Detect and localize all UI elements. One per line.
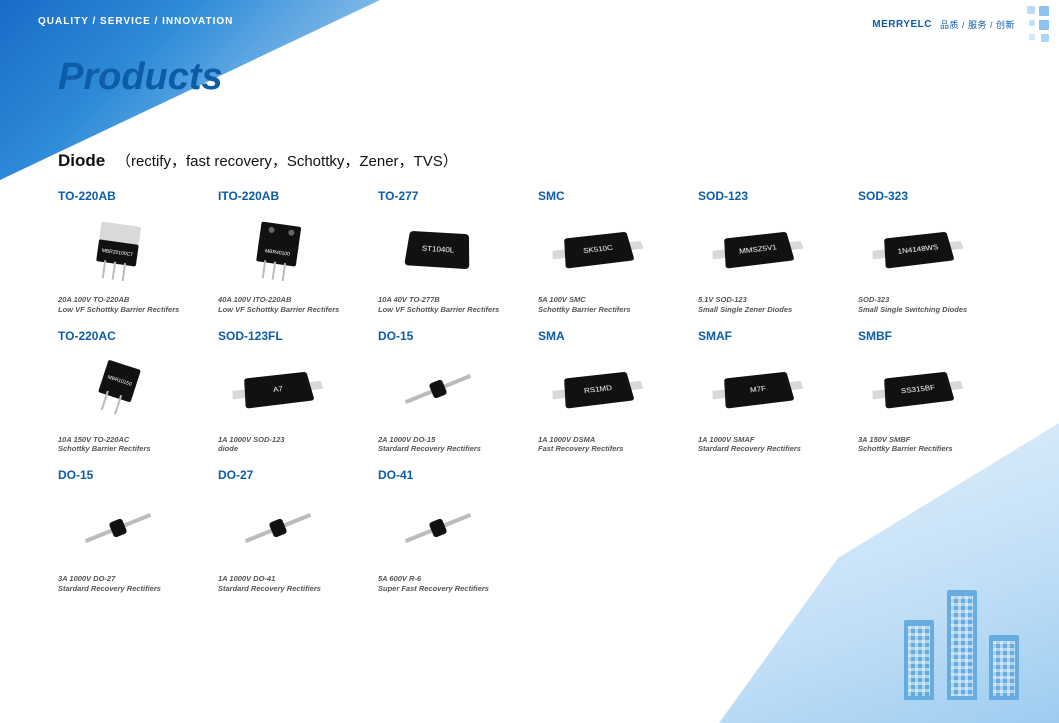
- product-image: M7F: [698, 349, 818, 429]
- empty-cell: [538, 468, 688, 594]
- decorative-dots: [969, 6, 1049, 66]
- section-title: Diode （rectify，fast recovery，Schottky，Ze…: [58, 150, 1020, 171]
- product-desc: 5A 100V SMCSchottky Barrier Rectifers: [538, 295, 688, 315]
- package-name: DO-15: [58, 468, 208, 482]
- content-area: Diode （rectify，fast recovery，Schottky，Ze…: [58, 150, 1020, 594]
- package-name: DO-27: [218, 468, 368, 482]
- product-desc: 10A 150V TO-220ACSchottky Barrier Rectif…: [58, 435, 208, 455]
- product-card: SOD-323 1N4148WS SOD-323Small Single Swi…: [858, 189, 1008, 315]
- empty-cell: [698, 468, 848, 594]
- product-desc: 1A 1000V SMAFStardard Recovery Rectifier…: [698, 435, 848, 455]
- package-name: SMAF: [698, 329, 848, 343]
- brand-logo-text: MERRYELC: [872, 19, 932, 30]
- product-desc: 5A 600V R-6Super Fast Recovery Rectifier…: [378, 574, 528, 594]
- product-grid: TO-220AB MBR20100CT 20A 100V TO-220ABLow…: [58, 189, 1020, 594]
- product-image: A7: [218, 349, 338, 429]
- package-name: SOD-323: [858, 189, 1008, 203]
- package-name: DO-41: [378, 468, 528, 482]
- product-desc: 20A 100V TO-220ABLow VF Schottky Barrier…: [58, 295, 208, 315]
- empty-cell: [858, 468, 1008, 594]
- package-name: SOD-123FL: [218, 329, 368, 343]
- package-name: SOD-123: [698, 189, 848, 203]
- product-desc: 40A 100V ITO-220ABLow VF Schottky Barrie…: [218, 295, 368, 315]
- package-name: ITO-220AB: [218, 189, 368, 203]
- product-card: ITO-220AB MBR40100 40A 100V ITO-220ABLow…: [218, 189, 368, 315]
- header-tagline: QUALITY / SERVICE / INNOVATION: [38, 16, 233, 27]
- product-desc: 10A 40V TO-277BLow VF Schottky Barrier R…: [378, 295, 528, 315]
- product-image: 1N4148WS: [858, 209, 978, 289]
- product-image: ST1040L: [378, 209, 498, 289]
- product-card: DO-41 5A 600V R-6Super Fast Recovery Rec…: [378, 468, 528, 594]
- product-image: [378, 349, 498, 429]
- product-desc: SOD-323Small Single Switching Diodes: [858, 295, 1008, 315]
- product-card: SOD-123FL A7 1A 1000V SOD-123diode: [218, 329, 368, 455]
- product-card: TO-277 ST1040L 10A 40V TO-277BLow VF Sch…: [378, 189, 528, 315]
- brand-subtitle: 品质 / 服务 / 创新: [940, 18, 1015, 31]
- product-desc: 1A 1000V SOD-123diode: [218, 435, 368, 455]
- product-card: SMC SK510C 5A 100V SMCSchottky Barrier R…: [538, 189, 688, 315]
- product-image: [58, 488, 178, 568]
- product-card: SOD-123 MMSZ5V1 5.1V SOD-123Small Single…: [698, 189, 848, 315]
- product-desc: 3A 150V SMBFSchottky Barrier Rectifiers: [858, 435, 1008, 455]
- product-image: RS1MD: [538, 349, 658, 429]
- product-desc: 3A 1000V DO-27Stardard Recovery Rectifie…: [58, 574, 208, 594]
- product-image: [378, 488, 498, 568]
- decorative-buildings: [900, 590, 1023, 705]
- package-name: SMA: [538, 329, 688, 343]
- product-image: SS315BF: [858, 349, 978, 429]
- section-title-sub: （rectify，fast recovery，Schottky，Zener，TV…: [116, 153, 458, 170]
- product-card: SMBF SS315BF 3A 150V SMBFSchottky Barrie…: [858, 329, 1008, 455]
- product-desc: 2A 1000V DO-15Stardard Recovery Rectifie…: [378, 435, 528, 455]
- product-card: DO-27 1A 1000V DO-41Stardard Recovery Re…: [218, 468, 368, 594]
- product-desc: 5.1V SOD-123Small Single Zener Diodes: [698, 295, 848, 315]
- product-image: MBR20100CT: [58, 209, 178, 289]
- product-card: SMA RS1MD 1A 1000V DSMAFast Recovery Rec…: [538, 329, 688, 455]
- page-title: Products: [58, 56, 223, 99]
- product-card: TO-220AC MBR10150 10A 150V TO-220ACSchot…: [58, 329, 208, 455]
- product-image: SK510C: [538, 209, 658, 289]
- product-desc: 1A 1000V DO-41Stardard Recovery Rectifie…: [218, 574, 368, 594]
- product-card: SMAF M7F 1A 1000V SMAFStardard Recovery …: [698, 329, 848, 455]
- package-name: SMC: [538, 189, 688, 203]
- product-image: MMSZ5V1: [698, 209, 818, 289]
- product-card: DO-15 3A 1000V DO-27Stardard Recovery Re…: [58, 468, 208, 594]
- product-card: TO-220AB MBR20100CT 20A 100V TO-220ABLow…: [58, 189, 208, 315]
- product-image: MBR10150: [58, 349, 178, 429]
- package-name: TO-220AC: [58, 329, 208, 343]
- product-image: MBR40100: [218, 209, 338, 289]
- product-card: DO-15 2A 1000V DO-15Stardard Recovery Re…: [378, 329, 528, 455]
- package-name: SMBF: [858, 329, 1008, 343]
- package-name: DO-15: [378, 329, 528, 343]
- product-desc: 1A 1000V DSMAFast Recovery Rectifers: [538, 435, 688, 455]
- section-title-main: Diode: [58, 151, 105, 170]
- product-image: [218, 488, 338, 568]
- package-name: TO-277: [378, 189, 528, 203]
- brand-block: MERRYELC 品质 / 服务 / 创新: [872, 18, 1015, 31]
- package-name: TO-220AB: [58, 189, 208, 203]
